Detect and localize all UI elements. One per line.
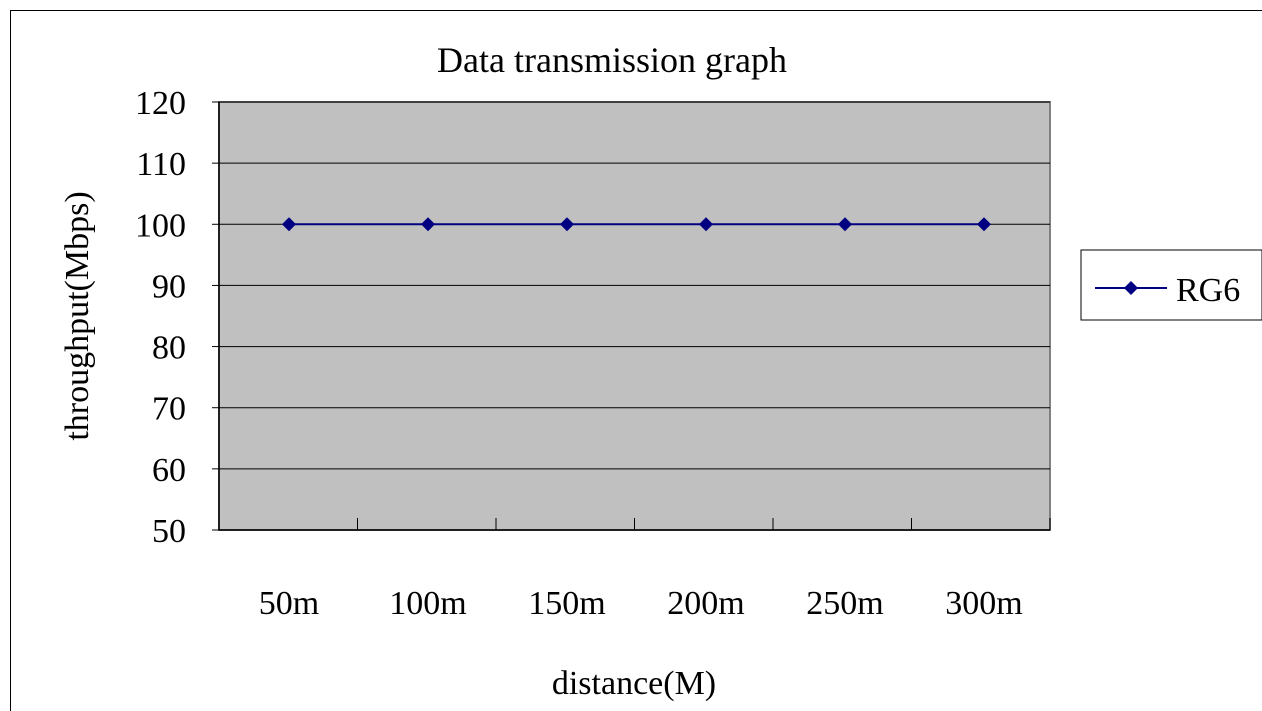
y-axis-label: throughput(Mbps) [59,191,96,440]
y-tick-label: 50 [152,513,186,550]
plot-background [218,101,1051,531]
y-tick-label: 90 [152,268,186,305]
y-tick-label: 70 [152,391,186,428]
y-tick-label: 100 [135,207,186,244]
x-tick-label: 300m [945,585,1022,622]
x-tick-label: 200m [667,585,744,622]
legend-box [1080,249,1262,321]
legend: RG6 [1080,249,1262,321]
data-point-marker [977,217,991,232]
x-tick-label: 250m [806,585,883,622]
plot-area [218,101,1051,531]
y-axis: 50 60 70 80 90 100 110 120 [135,85,220,550]
x-tick-label: 50m [259,585,319,622]
x-tick-label: 150m [528,585,605,622]
x-axis-label: distance(M) [552,665,716,702]
data-point-marker [699,217,713,232]
data-point-marker [560,217,574,232]
legend-series-marker [1124,281,1138,295]
y-tick-label: 60 [152,452,186,489]
data-point-marker [282,217,296,232]
y-tick-label: 80 [152,330,186,367]
chart-title: Data transmission graph [437,40,787,80]
data-point-marker [838,217,852,232]
series-layer [282,217,991,232]
x-tick-label: 100m [389,585,466,622]
data-point-marker [421,217,435,232]
y-tick-label: 120 [135,85,186,122]
y-tick-label: 110 [136,146,186,183]
x-axis: 50m 100m 150m 200m 250m 300m [219,518,1051,622]
legend-label-rg6: RG6 [1176,272,1240,309]
